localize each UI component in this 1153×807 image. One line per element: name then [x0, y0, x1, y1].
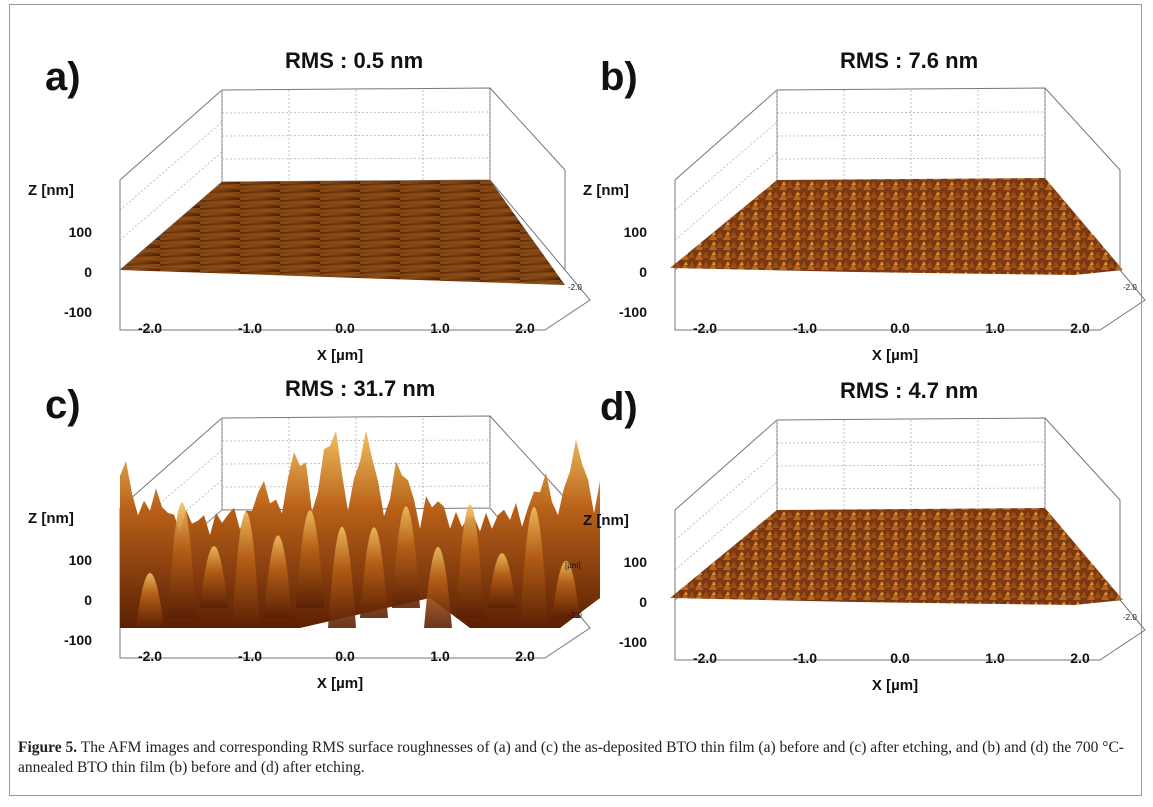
- rms-value: RMS : 0.5 nm: [285, 48, 423, 73]
- z-tick-label: -100: [64, 304, 92, 320]
- side-tick-label: -2.0: [568, 611, 582, 620]
- z-tick-label: 0: [84, 592, 92, 608]
- afm-panel: c) RMS : 31.7 nm Z [nm] 100 0 -100 -2.0 -1.0 0.0…: [28, 376, 600, 692]
- z-axis-label: Z [nm]: [583, 512, 629, 529]
- unit-note: [µm]: [565, 561, 581, 570]
- x-tick-label: -2.0: [138, 648, 162, 664]
- x-tick-label: 1.0: [430, 320, 450, 336]
- page: a) RMS : 0.5 nm Z [nm] 100 0 -100 -2.0 -1.0 0.0 1…: [0, 0, 1153, 807]
- x-tick-label: -1.0: [793, 320, 817, 336]
- side-tick-label: -2.0: [1123, 283, 1137, 292]
- grid-line: [777, 442, 1045, 443]
- x-tick-label: -2.0: [138, 320, 162, 336]
- z-tick-label: -100: [619, 634, 647, 650]
- x-tick-label: 0.0: [335, 648, 355, 664]
- z-axis-label: Z [nm]: [583, 182, 629, 199]
- x-axis-label: X [µm]: [317, 675, 363, 692]
- caption-text: The AFM images and corresponding RMS sur…: [18, 739, 1124, 776]
- x-tick-label: 0.0: [890, 650, 910, 666]
- panel-label: b): [600, 55, 638, 99]
- x-tick-label: -1.0: [238, 320, 262, 336]
- z-tick-label: 100: [624, 224, 648, 240]
- grid-line: [222, 440, 490, 441]
- grid-line: [222, 112, 490, 113]
- x-tick-label: -1.0: [238, 648, 262, 664]
- x-tick-label: 2.0: [1070, 320, 1090, 336]
- panel-label: c): [45, 383, 81, 427]
- x-axis-label: X [µm]: [872, 347, 918, 364]
- z-tick-label: 100: [69, 552, 93, 568]
- x-tick-label: 2.0: [515, 648, 535, 664]
- x-tick-label: 1.0: [985, 650, 1005, 666]
- z-tick-label: -100: [64, 632, 92, 648]
- afm-panel: b) RMS : 7.6 nm Z [nm] 100 0 -100 -2.0 -1.0 0.0 1…: [583, 48, 1145, 364]
- z-tick-label: 0: [639, 264, 647, 280]
- rms-value: RMS : 4.7 nm: [840, 378, 978, 403]
- x-tick-label: 2.0: [515, 320, 535, 336]
- afm-peak: [456, 505, 484, 618]
- z-axis-label: Z [nm]: [28, 510, 74, 527]
- x-tick-label: -2.0: [693, 320, 717, 336]
- z-tick-label: 0: [639, 594, 647, 610]
- afm-panel: d) RMS : 4.7 nm Z [nm] 100 0 -100 -2.0 -1.0 0.0 1…: [583, 378, 1145, 694]
- x-axis-label: X [µm]: [317, 347, 363, 364]
- caption: Figure 5. The AFM images and correspondi…: [18, 738, 1128, 778]
- panel-label: d): [600, 385, 638, 429]
- figure: a) RMS : 0.5 nm Z [nm] 100 0 -100 -2.0 -1.0 0.0 1…: [0, 0, 1153, 735]
- z-tick-label: -100: [619, 304, 647, 320]
- x-tick-label: 2.0: [1070, 650, 1090, 666]
- afm-surface: [670, 178, 1123, 275]
- x-tick-label: -2.0: [693, 650, 717, 666]
- panel-label: a): [45, 55, 81, 99]
- z-tick-label: 100: [69, 224, 93, 240]
- afm-surface: [120, 180, 565, 285]
- x-tick-label: 1.0: [430, 648, 450, 664]
- side-tick-label: -2.0: [568, 283, 582, 292]
- x-tick-label: 0.0: [890, 320, 910, 336]
- x-tick-label: 0.0: [335, 320, 355, 336]
- z-tick-label: 100: [624, 554, 648, 570]
- z-axis-label: Z [nm]: [28, 182, 74, 199]
- afm-surface: [670, 508, 1123, 605]
- afm-panel: a) RMS : 0.5 nm Z [nm] 100 0 -100 -2.0 -1.0 0.0 1…: [28, 48, 590, 364]
- grid-line: [777, 112, 1045, 113]
- z-tick-label: 0: [84, 264, 92, 280]
- x-axis-label: X [µm]: [872, 677, 918, 694]
- side-tick-label: -2.0: [1123, 613, 1137, 622]
- x-tick-label: 1.0: [985, 320, 1005, 336]
- x-tick-label: -1.0: [793, 650, 817, 666]
- caption-label: Figure 5.: [18, 739, 77, 756]
- rms-value: RMS : 7.6 nm: [840, 48, 978, 73]
- rms-value: RMS : 31.7 nm: [285, 376, 435, 401]
